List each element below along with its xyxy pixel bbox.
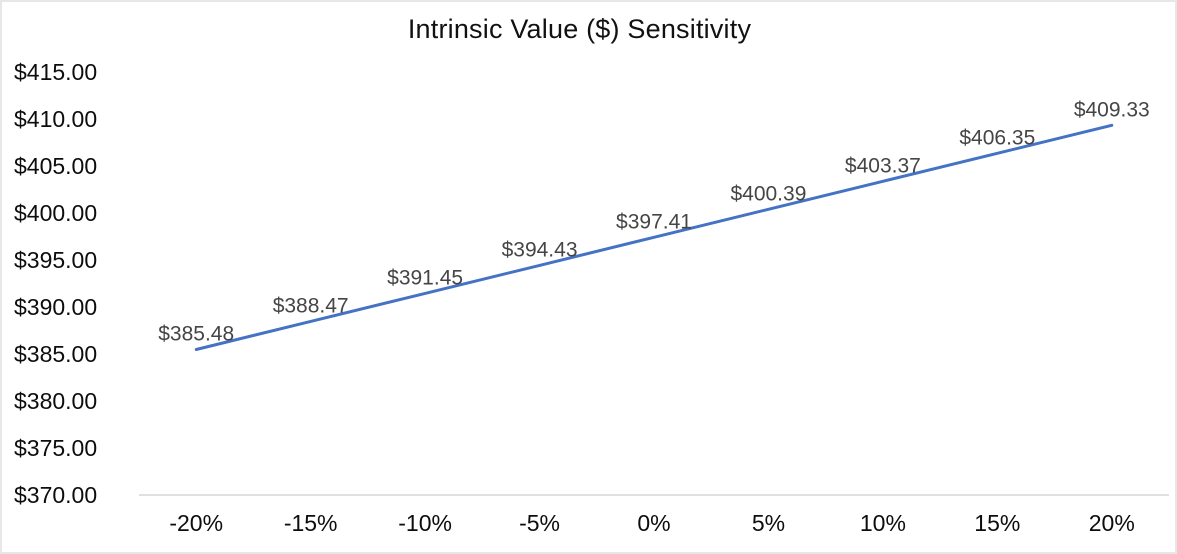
y-axis-tick-label: $370.00 — [14, 482, 97, 508]
series-line — [194, 123, 1114, 351]
data-label: $400.39 — [730, 182, 806, 205]
data-label: $391.45 — [387, 266, 463, 289]
y-axis-tick-label: $415.00 — [14, 59, 97, 85]
data-label: $406.35 — [959, 126, 1035, 149]
y-axis-tick-label: $390.00 — [14, 294, 97, 320]
y-axis-tick-label: $375.00 — [14, 435, 97, 461]
y-axis-tick-label: $380.00 — [14, 388, 97, 414]
y-axis-tick-label: $405.00 — [14, 153, 97, 179]
x-axis-tick-label: -20% — [169, 510, 223, 536]
y-axis-tick-label: $400.00 — [14, 200, 97, 226]
data-label: $397.41 — [616, 210, 692, 233]
x-axis-tick-label: 5% — [752, 510, 785, 536]
data-label: $394.43 — [502, 238, 578, 261]
x-axis-tick-label: 15% — [974, 510, 1020, 536]
x-axis-tick-label: 0% — [637, 510, 670, 536]
data-label: $409.33 — [1074, 98, 1150, 121]
x-axis-tick-label: 20% — [1089, 510, 1135, 536]
x-axis-tick-label: -10% — [398, 510, 452, 536]
data-label: $388.47 — [273, 294, 349, 317]
x-axis-tick-label: 10% — [860, 510, 906, 536]
data-label: $385.48 — [158, 322, 234, 345]
y-axis-tick-label: $395.00 — [14, 247, 97, 273]
y-axis-tick-label: $410.00 — [14, 106, 97, 132]
y-axis-tick-label: $385.00 — [14, 341, 97, 367]
x-axis-tick-label: -15% — [284, 510, 338, 536]
chart-title: Intrinsic Value ($) Sensitivity — [407, 14, 752, 44]
x-axis-tick-label: -5% — [519, 510, 560, 536]
data-label: $403.37 — [845, 154, 921, 177]
